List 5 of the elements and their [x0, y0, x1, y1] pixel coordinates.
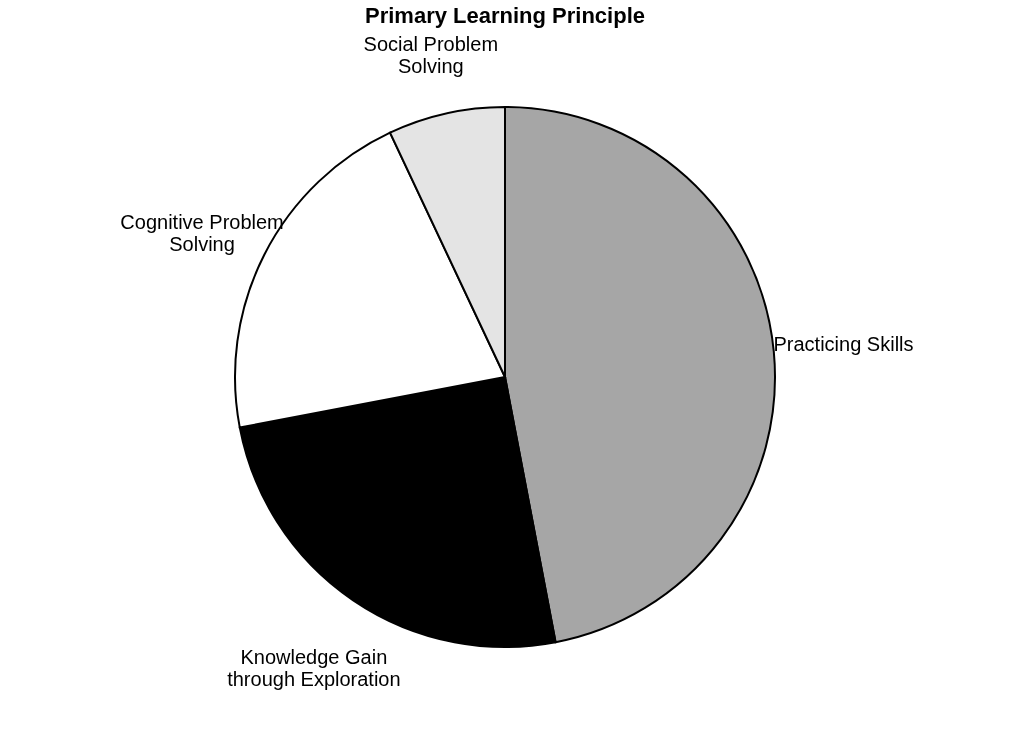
chart-title: Primary Learning Principle [365, 3, 645, 28]
slice-label: Practicing Skills [773, 333, 914, 355]
slice-label: Cognitive Problem Solving [120, 210, 284, 255]
slice-label: Social Problem Solving [363, 33, 499, 78]
slice-label: Knowledge Gain through Exploration [227, 646, 401, 691]
